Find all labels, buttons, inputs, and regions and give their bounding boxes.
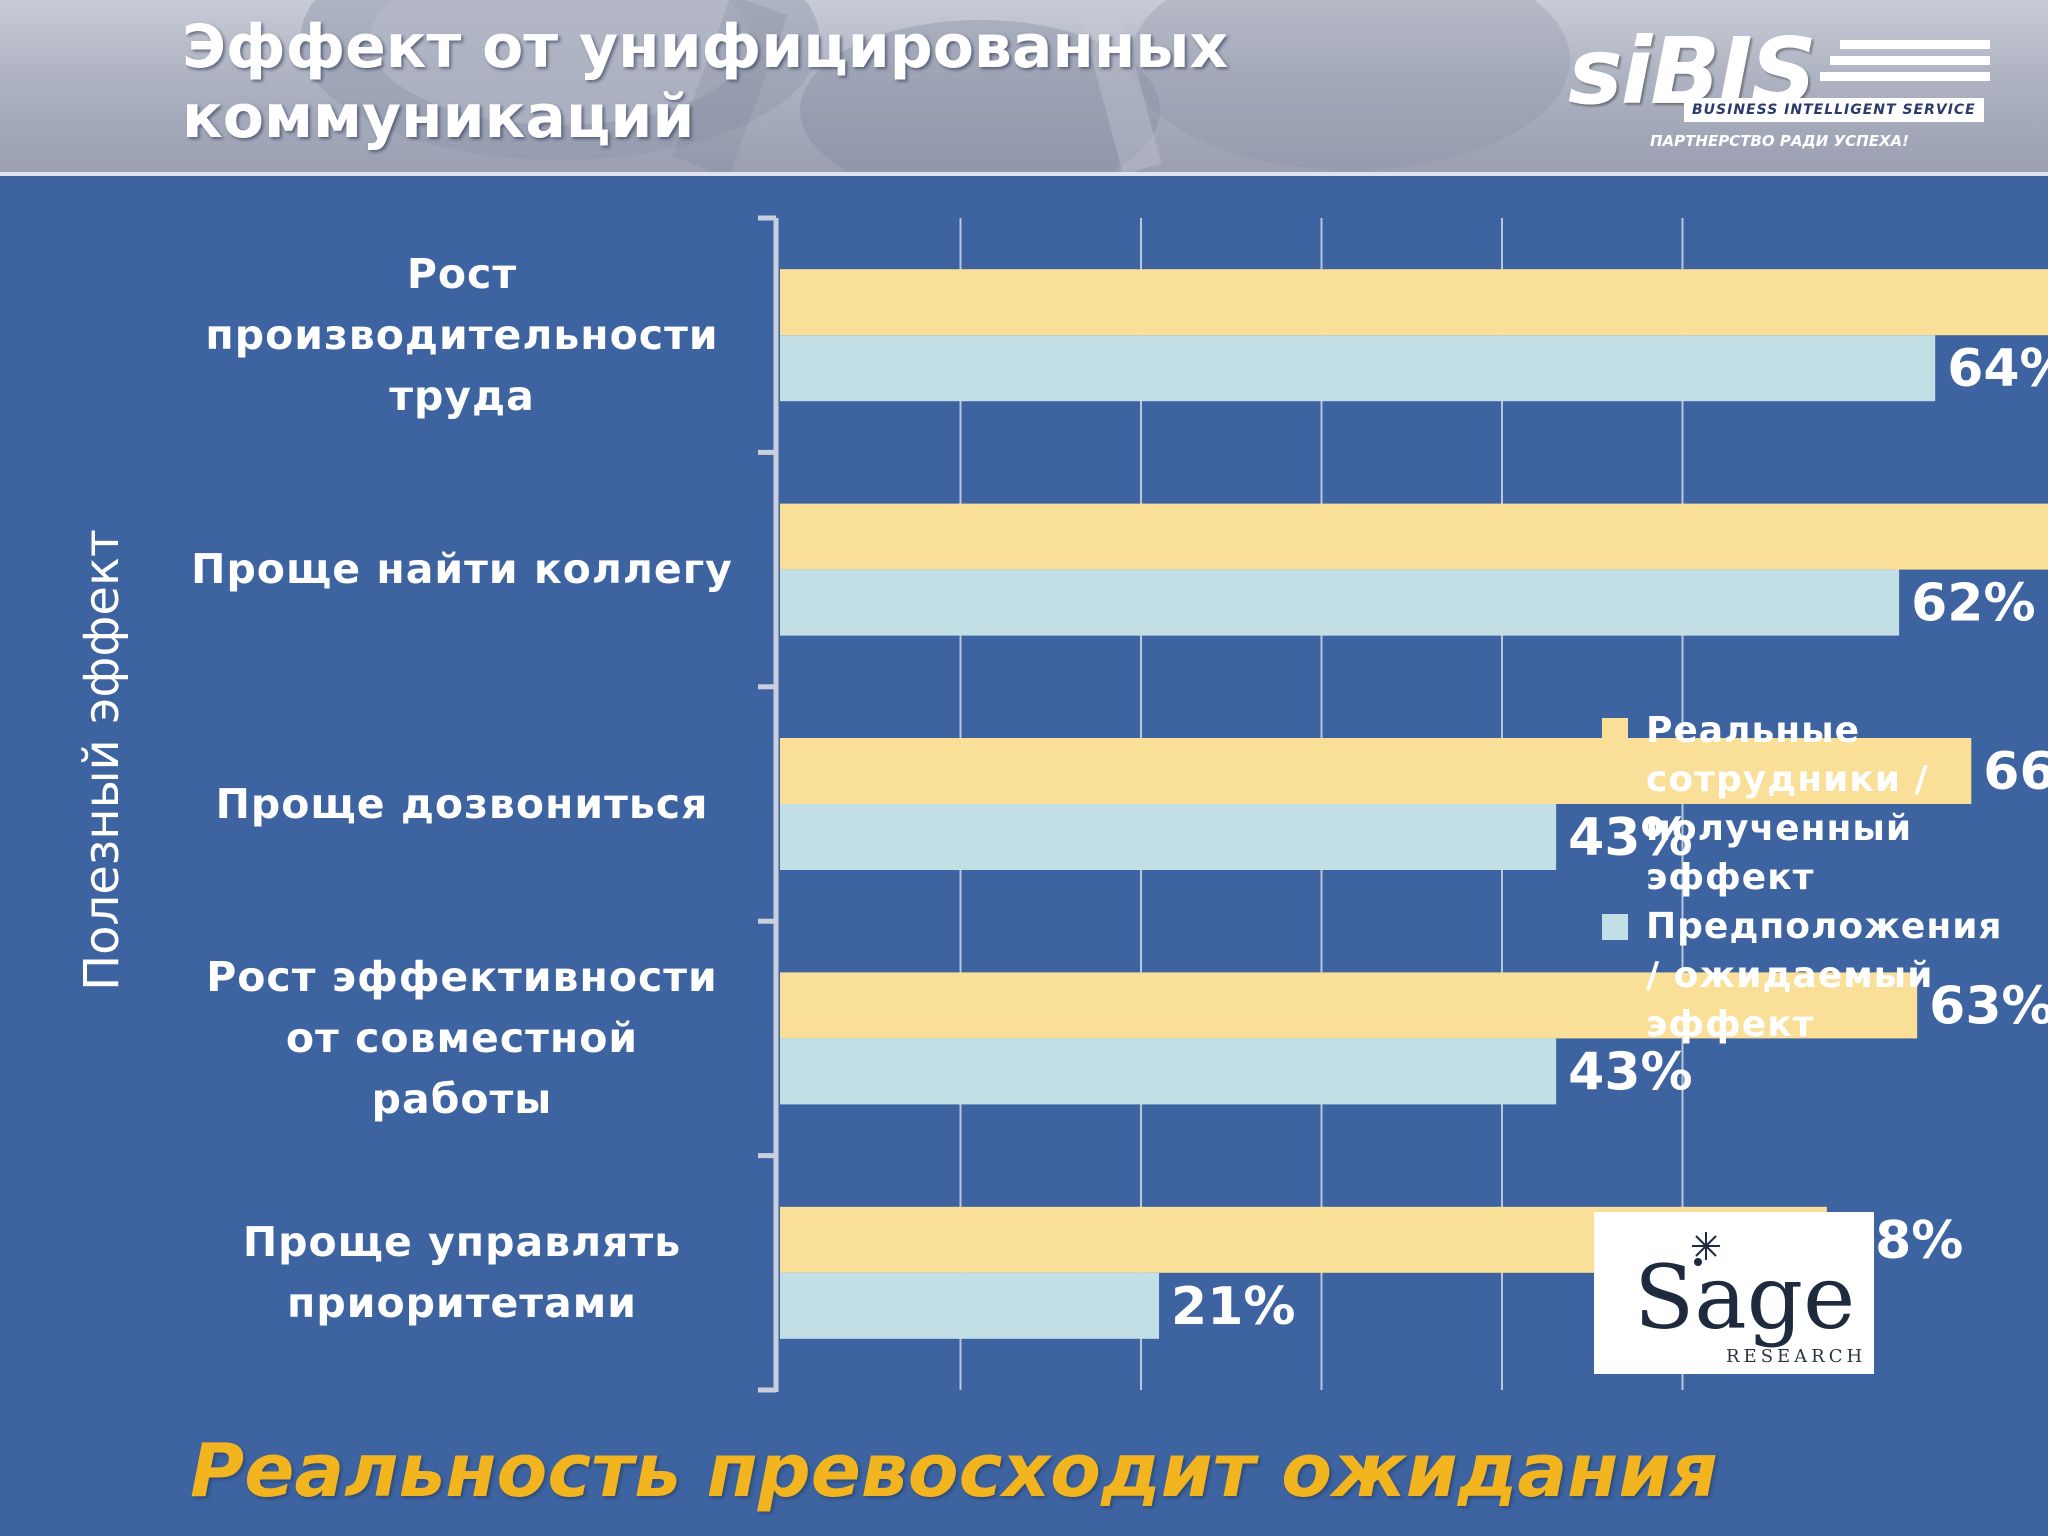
data-label: 21% [1171,1277,1295,1337]
y-axis-label: Полезный эффект [62,450,142,1070]
header-background-graphic [300,0,1570,172]
category-label-line: приоритетами [287,1278,637,1327]
legend-label-line: эффект [1646,1004,1815,1045]
sage-star-icon [1692,1232,1720,1266]
category-label: Рост эффективности от совместной работы [162,947,762,1130]
category-label-line: труда [389,371,535,420]
data-label: 66% [1983,742,2048,802]
sage-word: Sage [1634,1246,1856,1349]
legend-swatch [1602,718,1628,744]
slide-header: Эффект от унифицированных коммуникаций s… [0,0,2048,172]
data-label: 64% [1947,339,2048,399]
category-label-line: от совместной [285,1013,639,1062]
title-line-2: коммуникаций [182,82,695,152]
bar-series-1 [780,1272,1160,1339]
logo-slogan: ПАРТНЕРСТВО РАДИ УСПЕХА! [1650,132,1909,150]
logo-speed-lines-icon [1820,40,1990,81]
legend-label-line: сотрудники / [1646,759,1929,800]
legend-item: Реальные сотрудники / полученный эффект [1602,706,2042,902]
bar-series-0 [780,269,2048,336]
sibis-logo: siBIS BUSINESS INTELLIGENT SERVICE ПАРТН… [1560,22,2000,162]
category-label-line: Рост эффективности [206,952,718,1001]
category-label: Проще дозвониться [162,774,762,835]
legend-label-line: Предположения [1646,906,2003,947]
title-line-1: Эффект от унифицированных [182,12,1229,82]
data-label: 63% [1929,976,2048,1036]
bar-chart: 82%64%79%62%66%43%63%43%58%21% [758,215,2048,1393]
header-divider [0,172,2048,176]
data-label: 62% [1911,574,2035,634]
category-label: Проще управлять приоритетами [162,1212,762,1334]
legend-label-line: эффект [1646,857,1815,898]
data-label: 43% [1568,808,1692,868]
category-label-line: Проще дозвониться [215,779,709,828]
data-label: 43% [1568,1042,1692,1102]
slide-conclusion: Реальность превосходит ожидания [190,1428,1718,1514]
category-label-line: производительности [205,310,719,359]
sage-research-logo: Sage RESEARCH [1594,1212,1874,1374]
legend-item: Предположения / ожидаемый эффект [1602,902,2042,1049]
category-label-line: Рост [406,249,518,298]
sage-research-text: RESEARCH [1726,1346,1867,1367]
bar-series-0 [780,972,1918,1039]
bar-series-1 [780,804,1557,870]
legend-label-line: Реальные [1646,710,1861,751]
category-label: Рост производительности труда [162,244,762,427]
category-label-line: Проще управлять [242,1217,682,1266]
logo-subtitle-bar [1684,98,1984,122]
y-axis-label-text: Полезный эффект [74,529,130,991]
bar-series-0 [780,503,2048,570]
logo-subtitle: BUSINESS INTELLIGENT SERVICE [1692,102,1976,118]
bar-series-1 [780,569,1900,636]
legend-label-line: / ожидаемый [1646,955,1934,996]
category-label: Проще найти коллегу [162,539,762,600]
category-label-line: Проще найти коллегу [191,545,733,594]
category-label-line: работы [371,1074,553,1123]
bar-series-1 [780,335,1936,402]
chart-legend: Реальные сотрудники / полученный эффект Пред… [1602,706,2042,1049]
bar-series-1 [780,1038,1557,1105]
bar-series-0 [780,738,1972,804]
slide-title: Эффект от унифицированных коммуникаций [182,12,1382,152]
legend-swatch [1602,914,1628,940]
legend-label-line: полученный [1646,808,1913,849]
